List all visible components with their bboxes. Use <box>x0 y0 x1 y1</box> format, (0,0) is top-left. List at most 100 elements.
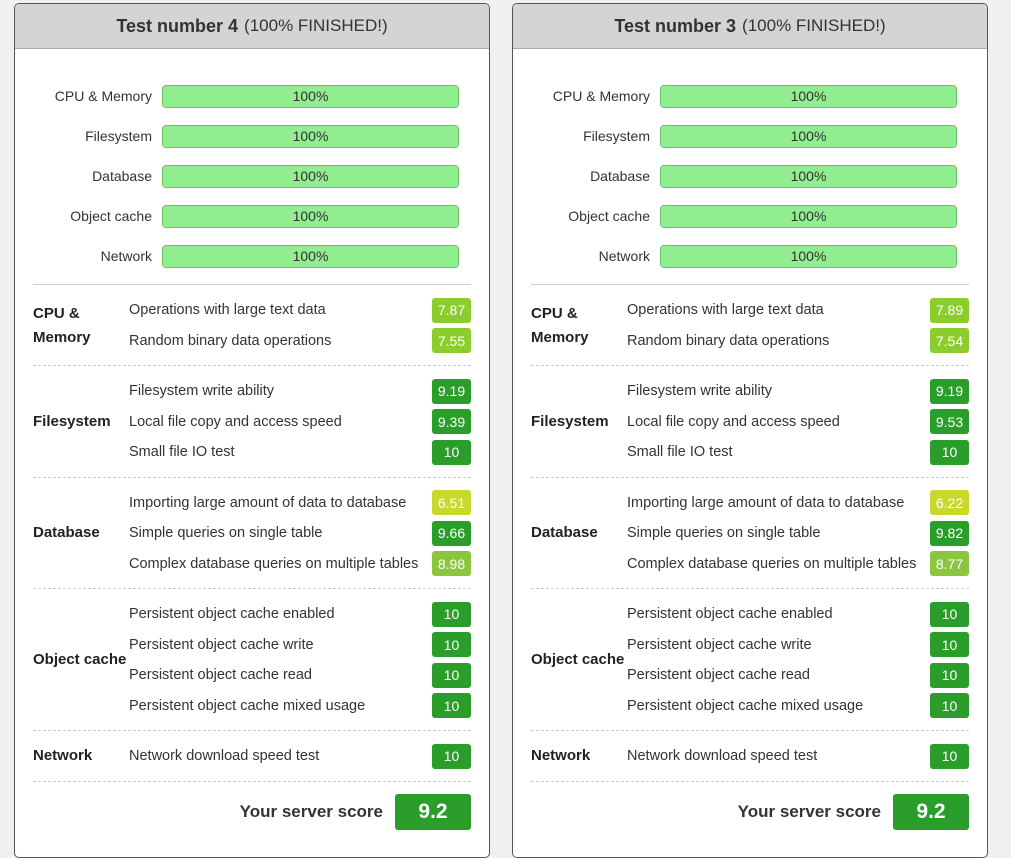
progress-list: CPU & Memory 100% Filesystem 100% Database 10… <box>15 49 489 276</box>
divider <box>531 284 969 285</box>
score-badge: 9.66 <box>432 520 471 546</box>
progress-bar: 100% <box>162 244 459 268</box>
test-item: Importing large amount of data to databa… <box>129 488 471 519</box>
progress-text: 100% <box>790 248 827 264</box>
group-items: Persistent object cache enabled 10 Persist… <box>129 599 471 721</box>
test-item: Filesystem write ability 9.19 <box>627 376 969 407</box>
group-name: Network <box>531 747 591 765</box>
progress-label: Object cache <box>568 208 650 224</box>
progress-bar: 100% <box>162 204 459 228</box>
progress-fill <box>163 85 458 107</box>
progress-row: Network 100% <box>533 236 967 276</box>
progress-label: CPU & Memory <box>552 88 650 104</box>
progress-row: Database 100% <box>35 156 469 196</box>
progress-label: Filesystem <box>85 128 152 144</box>
score-badge: 10 <box>930 662 969 688</box>
progress-text: 100% <box>292 88 329 104</box>
progress-row: Object cache 100% <box>35 196 469 236</box>
score-groups: CPU & Memory Operations with large text d… <box>15 285 489 782</box>
progress-fill <box>163 205 458 227</box>
score-badge: 10 <box>930 743 969 769</box>
score-badge: 6.51 <box>432 490 471 516</box>
score-badge: 7.87 <box>432 297 471 323</box>
test-item: Simple queries on single table 9.66 <box>129 518 471 549</box>
test-item: Filesystem write ability 9.19 <box>129 376 471 407</box>
test-item: Small file IO test 10 <box>129 437 471 468</box>
progress-fill <box>661 125 956 147</box>
progress-fill <box>163 165 458 187</box>
group-items: Filesystem write ability 9.19 Local file c… <box>627 376 969 468</box>
group-name: CPU & Memory <box>531 304 589 346</box>
test-name: Small file IO test <box>129 444 235 461</box>
score-badge: 9.82 <box>930 520 969 546</box>
progress-text: 100% <box>790 168 827 184</box>
score-badge: 10 <box>930 439 969 465</box>
test-name: Small file IO test <box>627 444 733 461</box>
score-group: Network Network download speed test 10 <box>531 731 969 782</box>
test-item: Persistent object cache read 10 <box>129 660 471 691</box>
group-name: CPU & Memory <box>33 304 91 346</box>
progress-label: CPU & Memory <box>54 88 152 104</box>
test-item: Random binary data operations 7.55 <box>129 326 471 357</box>
group-items: Filesystem write ability 9.19 Local file c… <box>129 376 471 468</box>
test-name: Persistent object cache mixed usage <box>129 697 366 714</box>
progress-row: CPU & Memory 100% <box>35 76 469 116</box>
test-item: Local file copy and access speed 9.39 <box>129 407 471 438</box>
test-item: Small file IO test 10 <box>627 437 969 468</box>
test-card-4: Test number 4 (100% FINISHED!) CPU & Mem… <box>14 3 490 858</box>
test-item: Persistent object cache enabled 10 <box>627 599 969 630</box>
progress-fill <box>661 165 956 187</box>
progress-row: Network 100% <box>35 236 469 276</box>
score-badge: 10 <box>432 662 471 688</box>
score-group: Object cache Persistent object cache enab… <box>531 589 969 731</box>
test-name: Operations with large text data <box>627 302 824 319</box>
test-card-3: Test number 3 (100% FINISHED!) CPU & Mem… <box>512 3 988 858</box>
card-status: (100% FINISHED!) <box>244 16 388 35</box>
score-group: Filesystem Filesystem write ability 9.19 Lo… <box>33 366 471 478</box>
test-name: Persistent object cache mixed usage <box>627 697 864 714</box>
test-item: Operations with large text data 7.89 <box>627 295 969 326</box>
test-item: Complex database queries on multiple tab… <box>627 549 969 580</box>
card-header: Test number 3 (100% FINISHED!) <box>513 4 987 49</box>
score-badge: 10 <box>432 439 471 465</box>
server-score-label: Your server score <box>239 801 383 821</box>
score-badge: 10 <box>930 632 969 658</box>
group-items: Operations with large text data 7.89 Rando… <box>627 295 969 356</box>
group-name: Database <box>531 524 598 542</box>
progress-fill <box>661 245 956 267</box>
score-badge: 10 <box>432 743 471 769</box>
test-name: Operations with large text data <box>129 302 326 319</box>
progress-bar: 100% <box>162 124 459 148</box>
group-name: Network <box>33 747 93 765</box>
score-badge: 8.98 <box>432 551 471 577</box>
group-items: Network download speed test 10 <box>627 741 969 772</box>
test-item: Network download speed test 10 <box>627 741 969 772</box>
card-title: Test number 3 <box>614 15 737 36</box>
progress-text: 100% <box>790 88 827 104</box>
score-badge: 10 <box>930 693 969 719</box>
progress-bar: 100% <box>660 124 957 148</box>
progress-row: CPU & Memory 100% <box>533 76 967 116</box>
progress-row: Object cache 100% <box>533 196 967 236</box>
test-name: Simple queries on single table <box>129 525 323 542</box>
progress-text: 100% <box>790 128 827 144</box>
progress-label: Filesystem <box>583 128 650 144</box>
score-groups: CPU & Memory Operations with large text d… <box>513 285 987 782</box>
test-item: Persistent object cache enabled 10 <box>129 599 471 630</box>
test-item: Complex database queries on multiple tab… <box>129 549 471 580</box>
progress-fill <box>661 205 956 227</box>
card-header: Test number 4 (100% FINISHED!) <box>15 4 489 49</box>
score-badge: 10 <box>432 693 471 719</box>
group-name: Object cache <box>33 651 127 668</box>
group-name: Filesystem <box>33 412 111 430</box>
test-name: Complex database queries on multiple tab… <box>129 555 419 572</box>
score-badge: 9.53 <box>930 409 969 435</box>
test-name: Simple queries on single table <box>627 525 821 542</box>
test-name: Filesystem write ability <box>129 383 275 400</box>
score-group: Object cache Persistent object cache enab… <box>33 589 471 731</box>
progress-text: 100% <box>292 128 329 144</box>
group-name: Filesystem <box>531 412 609 430</box>
progress-fill <box>661 85 956 107</box>
card-status: (100% FINISHED!) <box>742 16 886 35</box>
progress-text: 100% <box>292 168 329 184</box>
